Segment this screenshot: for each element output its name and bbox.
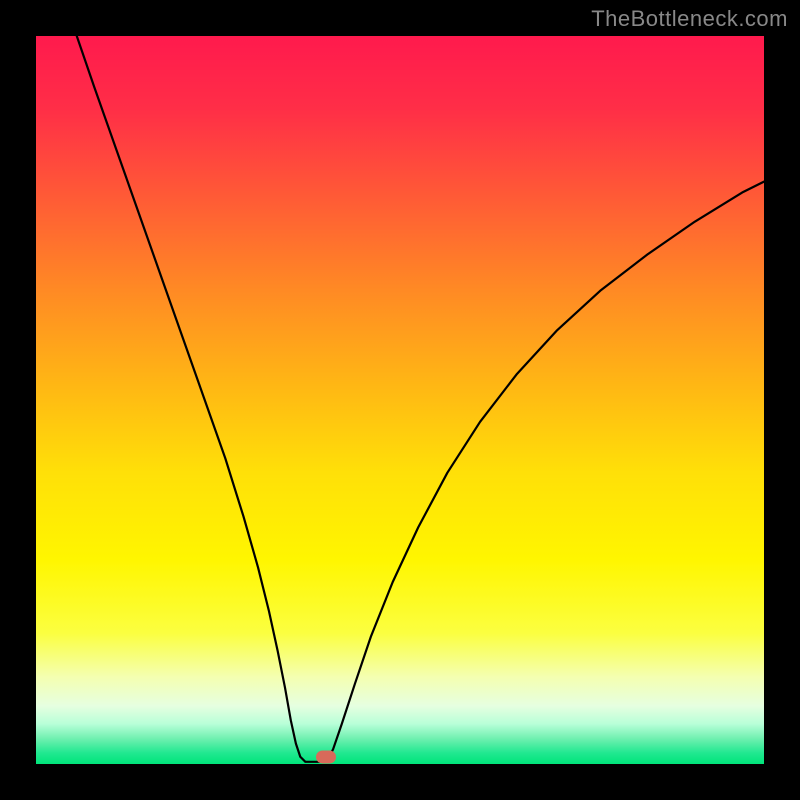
watermark-text: TheBottleneck.com <box>591 6 788 32</box>
chart-frame: TheBottleneck.com <box>0 0 800 800</box>
plot-area <box>36 36 764 764</box>
optimal-point-marker <box>316 751 336 764</box>
bottleneck-curve <box>36 36 764 764</box>
